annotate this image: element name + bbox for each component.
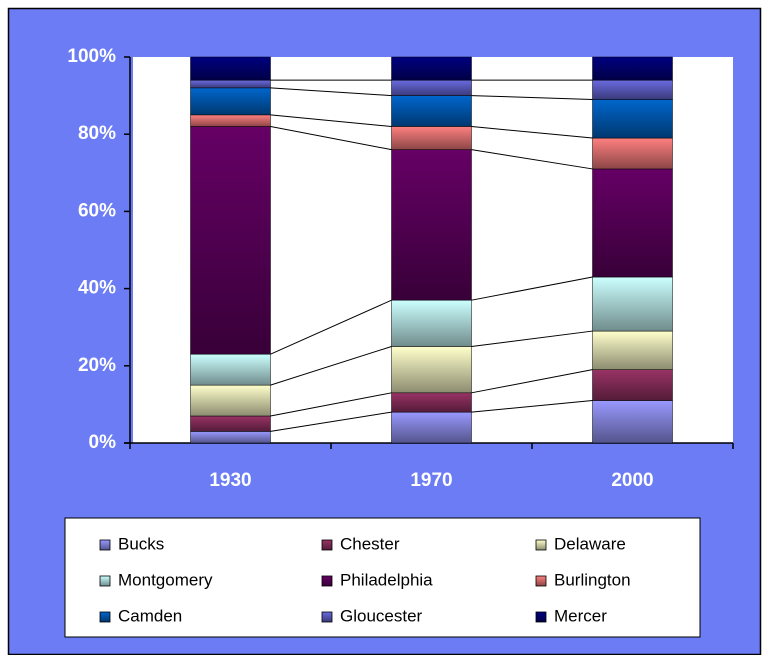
legend-label: Montgomery xyxy=(118,570,213,589)
bar-segment xyxy=(190,114,271,127)
bar-segment xyxy=(592,137,673,170)
legend-swatch xyxy=(535,611,547,623)
series-line xyxy=(270,346,392,386)
series-line xyxy=(471,125,593,139)
bar-segment xyxy=(190,384,271,417)
legend-label: Delaware xyxy=(554,534,626,553)
bar-segment xyxy=(592,330,673,370)
series-line xyxy=(471,369,593,394)
series-line xyxy=(270,411,392,432)
bar-segment xyxy=(592,400,673,444)
series-line xyxy=(471,276,593,301)
y-tick-label: 0% xyxy=(89,432,117,453)
legend-label: Camden xyxy=(118,606,182,625)
legend-swatch xyxy=(99,575,111,587)
bar-segment xyxy=(391,411,472,444)
x-tick-label: 2000 xyxy=(611,470,653,491)
bar-segment xyxy=(592,369,673,401)
series-line xyxy=(270,87,392,97)
legend-label: Mercer xyxy=(554,606,607,625)
bar-segment xyxy=(391,79,472,96)
y-tick-label: 60% xyxy=(78,200,116,221)
x-tick-label: 1930 xyxy=(209,470,251,491)
bar-segment xyxy=(592,79,673,100)
legend-swatch xyxy=(321,575,333,587)
bar-segment xyxy=(190,126,271,355)
series-line xyxy=(270,392,392,417)
series-line xyxy=(270,125,392,151)
bar-segment xyxy=(592,276,673,332)
legend-swatch xyxy=(535,575,547,587)
series-line xyxy=(471,149,593,170)
legend-label: Bucks xyxy=(118,534,164,553)
bar-segment xyxy=(391,299,472,347)
bar-segment xyxy=(190,353,271,386)
legend-swatch xyxy=(321,539,333,551)
legend xyxy=(64,517,701,638)
bar-segment xyxy=(391,346,472,394)
y-tick-label: 40% xyxy=(78,278,116,299)
bar-segment xyxy=(391,392,472,413)
bar-segment xyxy=(391,95,472,127)
legend-label: Chester xyxy=(340,534,400,553)
bar-segment xyxy=(592,168,673,278)
legend-label: Philadelphia xyxy=(340,570,433,589)
legend-label: Burlington xyxy=(554,570,631,589)
series-line xyxy=(471,400,593,413)
series-line xyxy=(471,95,593,100)
bar-segment xyxy=(190,79,271,89)
series-line xyxy=(270,114,392,127)
series-line xyxy=(471,330,593,347)
bar-segment xyxy=(391,149,472,301)
legend-swatch xyxy=(99,539,111,551)
bar-segment xyxy=(391,56,472,81)
bar-segment xyxy=(190,431,271,444)
legend-swatch xyxy=(535,539,547,551)
bar-segment xyxy=(391,126,472,150)
bar-segment xyxy=(592,56,673,81)
bar-segment xyxy=(592,99,673,139)
bar-segment xyxy=(190,87,271,116)
series-line xyxy=(270,299,392,355)
legend-swatch xyxy=(321,611,333,623)
legend-label: Gloucester xyxy=(340,606,423,625)
bar-segment xyxy=(190,415,271,432)
y-tick-label: 100% xyxy=(67,46,116,67)
y-tick-label: 80% xyxy=(78,123,116,144)
bar-segment xyxy=(190,56,271,81)
y-tick-label: 20% xyxy=(78,355,116,376)
legend-swatch xyxy=(99,611,111,623)
x-tick-label: 1970 xyxy=(410,470,452,491)
